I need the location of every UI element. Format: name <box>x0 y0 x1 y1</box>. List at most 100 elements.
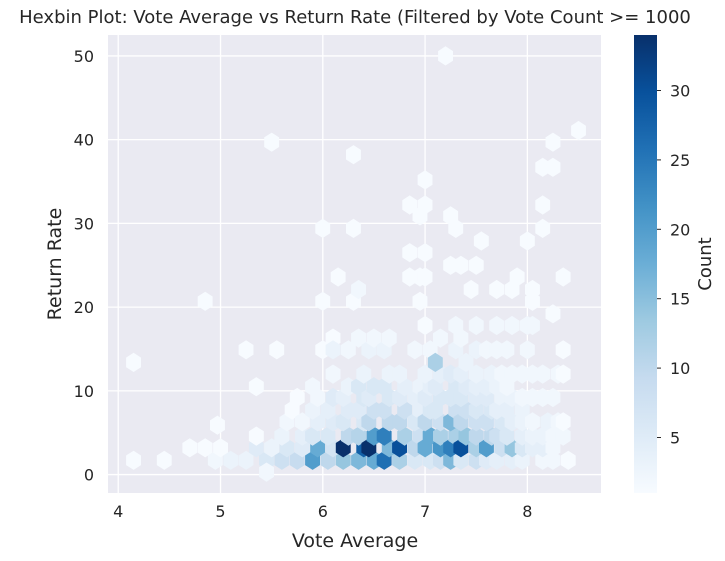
hexbin-cell <box>305 377 320 397</box>
hexbin-cell <box>294 412 310 432</box>
hexbin-cell <box>351 426 366 446</box>
hexbin-cell <box>489 315 505 336</box>
hexbin-cell <box>504 315 520 336</box>
hexbin-cell <box>468 426 484 446</box>
hexbin-cell <box>499 426 515 446</box>
hexbin-cell <box>417 364 433 384</box>
hexbin-cell <box>519 340 535 360</box>
hexbin-cell <box>126 352 141 372</box>
hexbin-cell <box>392 450 407 470</box>
hexbin-cells <box>126 46 586 482</box>
hexbin-cell <box>238 450 254 470</box>
hexbin-cell <box>525 279 540 300</box>
colorbar-tick-label: 15 <box>670 290 690 309</box>
hexbin-cell <box>407 450 423 470</box>
hexbin-cell <box>335 450 351 470</box>
hexbin-cell <box>381 328 397 348</box>
y-axis-ticks: 0 10 20 30 40 50 <box>74 47 94 485</box>
colorbar-tick-label: 20 <box>670 220 690 239</box>
hexbin-cell <box>325 364 341 384</box>
hexbin-cell <box>346 145 361 165</box>
hexbin-cell <box>182 438 198 458</box>
hexbin-cell <box>210 415 225 435</box>
hexbin-cell <box>468 315 484 336</box>
hexbin-cell <box>315 291 331 311</box>
hexbin-cell <box>438 46 453 66</box>
plot-area <box>108 35 601 493</box>
x-tick-label: 4 <box>113 502 123 521</box>
hexbin-cell <box>356 364 372 384</box>
y-tick-label: 20 <box>74 298 94 317</box>
hexbin-cell <box>458 352 474 372</box>
y-axis-label: Return Rate <box>44 208 66 321</box>
hexbin-cell <box>525 315 540 336</box>
hexbin-cell <box>468 255 484 275</box>
hexbin-cell <box>453 255 469 275</box>
hexbin-cell <box>213 438 228 458</box>
hexbin-cell <box>197 438 213 458</box>
hexbin-cell <box>156 450 172 470</box>
hexbin-cell <box>392 364 407 384</box>
hexbin-cell <box>514 450 530 470</box>
hexbin-cell <box>535 195 551 215</box>
hexbin-cell <box>366 328 382 348</box>
x-axis-label: Vote Average <box>292 530 418 552</box>
hexbin-cell <box>555 412 571 432</box>
hexbin-cell <box>325 340 341 360</box>
hexbin-cell <box>571 120 586 141</box>
y-tick-label: 10 <box>74 382 94 401</box>
colorbar-tick-label: 10 <box>670 359 690 378</box>
hexbin-cell <box>402 243 418 263</box>
hexbin-cell <box>489 279 505 300</box>
hexbin-cell <box>555 426 571 446</box>
hexbin-cell <box>545 450 561 470</box>
hexbin-cell <box>433 328 448 348</box>
hexbin-cell <box>473 231 489 251</box>
hexbin-cell <box>509 267 525 287</box>
hexbin-cell <box>238 340 254 360</box>
hexbin-cell <box>264 132 280 152</box>
hexbin-cell <box>545 132 561 152</box>
hexbin-cell <box>468 364 484 384</box>
x-tick-label: 6 <box>318 502 328 521</box>
colorbar <box>634 35 657 493</box>
hexbin-cell <box>397 426 413 446</box>
y-tick-label: 30 <box>74 214 94 233</box>
hexbin-cell <box>274 426 290 446</box>
hexbin-cell <box>402 195 418 215</box>
colorbar-tick-label: 5 <box>670 428 680 447</box>
colorbar-label: Count <box>695 237 716 290</box>
hexbin-cell <box>555 267 571 287</box>
hexbin-cell <box>514 400 530 420</box>
hexbin-cell <box>555 364 571 384</box>
hexbin-cell <box>417 170 433 190</box>
chart-title: Hexbin Plot: Vote Average vs Return Rate… <box>19 7 691 28</box>
hexbin-cell <box>463 279 479 300</box>
hexbin-cell <box>407 340 423 360</box>
hexbin-cell <box>448 218 464 238</box>
hexbin-cell <box>305 426 320 446</box>
colorbar-tick-label: 30 <box>670 82 690 101</box>
hexbin-cell <box>499 340 515 360</box>
hexbin-cell <box>320 426 336 446</box>
hexbin-cell <box>427 352 443 372</box>
colorbar-tick-label: 25 <box>670 151 690 170</box>
hexbin-cell <box>346 218 361 238</box>
hexbin-cell <box>417 195 433 215</box>
hexbin-cell <box>545 304 561 324</box>
hexbin-cell <box>351 279 366 300</box>
hexbin-cell <box>453 328 469 348</box>
x-tick-label: 8 <box>522 502 532 521</box>
hexbin-cell <box>560 450 576 470</box>
hexbin-cell <box>340 340 356 360</box>
hexbin-cell <box>259 462 274 482</box>
hexbin-cell <box>248 377 264 397</box>
hexbin-cell <box>545 157 561 177</box>
x-axis-ticks: 4 5 6 7 8 <box>113 502 532 521</box>
hexbin-cell <box>376 426 392 446</box>
hexbin-cell <box>535 364 551 384</box>
y-tick-label: 0 <box>84 466 94 485</box>
hexbin-cell <box>535 218 551 238</box>
hexbin-cell <box>555 340 571 360</box>
